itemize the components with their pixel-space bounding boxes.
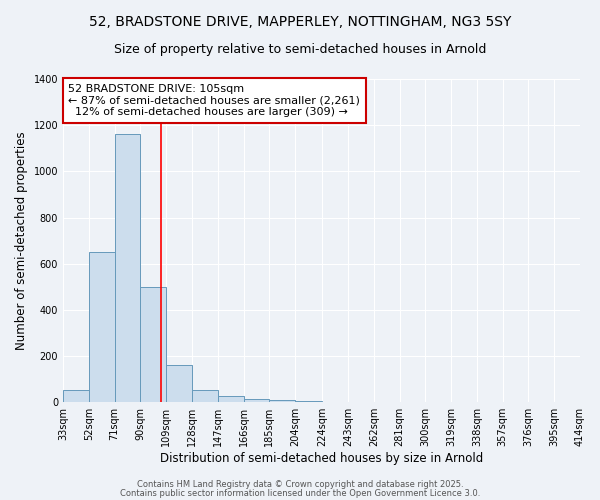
Bar bbox=[89, 252, 115, 402]
Text: Size of property relative to semi-detached houses in Arnold: Size of property relative to semi-detach… bbox=[114, 42, 486, 56]
Bar bbox=[192, 390, 218, 402]
Bar bbox=[244, 398, 269, 402]
X-axis label: Distribution of semi-detached houses by size in Arnold: Distribution of semi-detached houses by … bbox=[160, 452, 483, 465]
Text: 52 BRADSTONE DRIVE: 105sqm
← 87% of semi-detached houses are smaller (2,261)
  1: 52 BRADSTONE DRIVE: 105sqm ← 87% of semi… bbox=[68, 84, 360, 117]
Y-axis label: Number of semi-detached properties: Number of semi-detached properties bbox=[15, 132, 28, 350]
Text: 52, BRADSTONE DRIVE, MAPPERLEY, NOTTINGHAM, NG3 5SY: 52, BRADSTONE DRIVE, MAPPERLEY, NOTTINGH… bbox=[89, 15, 511, 29]
Bar bbox=[295, 401, 322, 402]
Bar bbox=[140, 287, 166, 402]
Text: Contains HM Land Registry data © Crown copyright and database right 2025.: Contains HM Land Registry data © Crown c… bbox=[137, 480, 463, 489]
Bar bbox=[166, 366, 192, 402]
Bar bbox=[218, 396, 244, 402]
Text: Contains public sector information licensed under the Open Government Licence 3.: Contains public sector information licen… bbox=[120, 488, 480, 498]
Bar bbox=[63, 390, 89, 402]
Bar bbox=[115, 134, 140, 402]
Bar bbox=[269, 400, 295, 402]
